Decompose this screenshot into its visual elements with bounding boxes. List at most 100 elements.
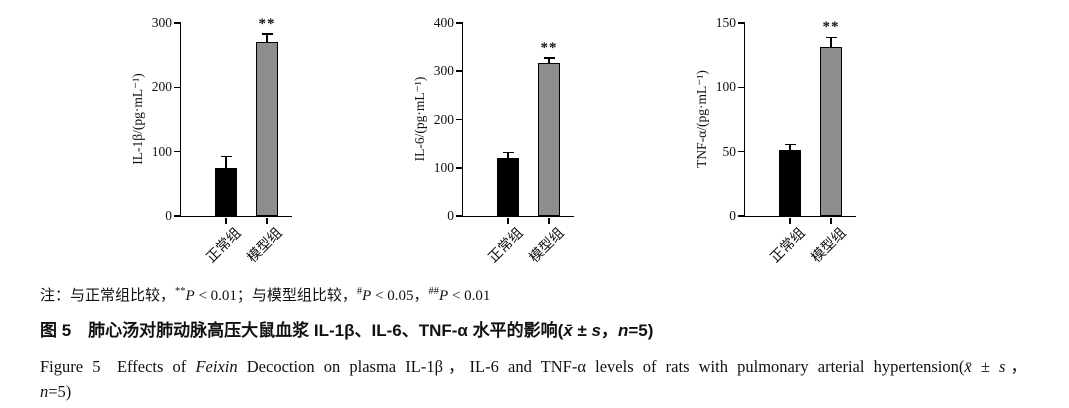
error-bar: [830, 38, 832, 48]
italic-text: P: [362, 288, 372, 304]
text-run: Decoction on plasma IL-1β，IL-6 and TNF-α…: [237, 357, 965, 376]
italic-text: s: [999, 357, 1006, 376]
text-run: ，: [600, 321, 618, 340]
text-run: =5): [628, 321, 654, 340]
y-axis-tick: [456, 215, 463, 217]
y-axis-tick: [456, 22, 463, 24]
italic-text: n: [617, 321, 629, 340]
charts-row: 0 100 200 300 正常组 ** 模型组 IL-1β/(pg·mL⁻¹) 0 100 20…: [118, 4, 964, 272]
bar-model-group: [256, 42, 278, 216]
y-axis-tick: [456, 70, 463, 73]
figure-title-en-line1: Figure 5 Effects of Feixin Decoction on …: [40, 353, 1027, 377]
error-bar: [789, 145, 791, 151]
bar-model-group: [820, 47, 842, 216]
y-tick-label: 0: [165, 208, 172, 223]
y-tick-label: 300: [151, 15, 172, 30]
figure-title-cn: 图 5 肺心汤对肺动脉高压大鼠血浆 IL-1β、IL-6、TNF-α 水平的影响…: [40, 316, 1027, 341]
x-tick-label-text: 正常组: [486, 225, 527, 267]
error-bar-cap: [784, 143, 796, 146]
bar-normal-group: [215, 167, 237, 216]
significance-label: **: [822, 19, 840, 36]
chart-il-1b: 0 100 200 300 正常组 ** 模型组 IL-1β/(pg·mL⁻¹): [118, 4, 400, 272]
y-tick-label: 300: [433, 63, 454, 79]
note-line: 注：与正常组比较，**P < 0.01；与模型组比较，#P < 0.05，##P…: [40, 284, 1027, 305]
x-tick-label-text: 模型组: [245, 225, 286, 267]
error-bar: [548, 58, 550, 63]
x-tick-label-text: 模型组: [527, 225, 568, 267]
x-tick-label-text: 正常组: [768, 225, 809, 267]
text-run: ±: [971, 357, 1000, 376]
y-axis-label: TNF-α/(pg·mL⁻¹): [694, 69, 709, 168]
y-tick-label: 0: [447, 208, 454, 223]
y-axis-tick: [738, 22, 745, 24]
text-run: < 0.01: [448, 288, 491, 304]
superscript-marker: **: [175, 286, 186, 297]
x-axis-tick: [548, 218, 550, 224]
chart-tnf-a: 0 50 100 150 正常组 ** 模型组 TNF-α/(pg·mL⁻¹): [682, 4, 964, 272]
error-bar-cap: [261, 33, 273, 35]
x-axis-tick: [225, 218, 227, 224]
y-axis-tick: [174, 86, 181, 89]
italic-text: n: [40, 382, 49, 401]
italic-text: x̄: [563, 321, 573, 340]
error-bar: [266, 34, 268, 43]
error-bar: [225, 157, 227, 168]
error-bar-cap: [502, 151, 514, 154]
x-axis-tick: [830, 218, 832, 224]
significance-label: **: [540, 39, 558, 56]
y-axis-tick: [738, 150, 745, 153]
y-axis-tick: [174, 150, 181, 153]
y-tick-label: 100: [151, 143, 172, 159]
caption-block: 注：与正常组比较，**P < 0.01；与模型组比较，#P < 0.05，##P…: [0, 272, 1069, 402]
chart-il-6: 0 100 200 300 400 正常组 ** 模型组 IL-6/(pg·mL⁻¹): [400, 4, 682, 272]
text-run: < 0.05，: [371, 288, 429, 304]
plot-area: 0 100 200 300 400 正常组 ** 模型组: [434, 15, 574, 266]
x-axis-tick: [507, 218, 509, 224]
bar-model-group: [538, 62, 560, 216]
plot-area: 0 50 100 150 正常组 ** 模型组: [716, 15, 856, 266]
y-tick-label: 200: [433, 111, 454, 127]
figure-title-en-line2: n=5): [40, 382, 1027, 402]
text-run: ±: [572, 321, 592, 340]
error-bar-cap: [825, 36, 837, 39]
y-axis-tick: [174, 22, 181, 24]
x-tick-label-text: 模型组: [809, 225, 850, 267]
x-tick-label-text: 正常组: [204, 225, 245, 267]
y-axis-tick: [738, 215, 745, 217]
bar-normal-group: [779, 150, 801, 216]
y-tick-label: 100: [715, 79, 736, 95]
italic-text: s: [591, 321, 601, 340]
error-bar-cap: [543, 57, 555, 59]
italic-text: P: [439, 288, 449, 304]
superscript-marker: ##: [428, 286, 440, 297]
significance-label: **: [258, 15, 276, 32]
y-axis-tick: [456, 118, 463, 121]
y-axis-label: IL-6/(pg·mL⁻¹): [412, 76, 427, 161]
y-tick-label: 150: [715, 15, 736, 30]
y-tick-label: 0: [729, 208, 736, 223]
text-run: Figure 5 Effects of: [40, 357, 196, 376]
text-run: ，: [1005, 357, 1027, 376]
y-tick-label: 100: [433, 159, 454, 175]
text-run: < 0.01；与模型组比较，: [194, 288, 357, 304]
error-bar: [507, 153, 509, 159]
y-axis-tick: [174, 215, 181, 217]
plot-area: 0 100 200 300 正常组 ** 模型组: [152, 15, 292, 266]
x-axis-tick: [266, 218, 268, 224]
x-axis-tick: [789, 218, 791, 224]
text-run: =5): [48, 382, 72, 401]
y-tick-label: 400: [433, 15, 454, 30]
text-run: 注：与正常组比较，: [40, 288, 176, 304]
y-axis-label: IL-1β/(pg·mL⁻¹): [130, 72, 145, 165]
italic-text: x̄: [964, 357, 972, 376]
bar-normal-group: [497, 158, 519, 216]
y-axis-tick: [456, 166, 463, 169]
y-tick-label: 200: [151, 79, 172, 95]
italic-text: Feixin: [195, 357, 238, 376]
error-bar-cap: [220, 155, 232, 158]
y-axis-tick: [738, 86, 745, 89]
italic-text: P: [185, 288, 195, 304]
text-run: 图 5 肺心汤对肺动脉高压大鼠血浆 IL-1β、IL-6、TNF-α 水平的影响…: [40, 321, 564, 340]
y-tick-label: 50: [722, 143, 737, 159]
